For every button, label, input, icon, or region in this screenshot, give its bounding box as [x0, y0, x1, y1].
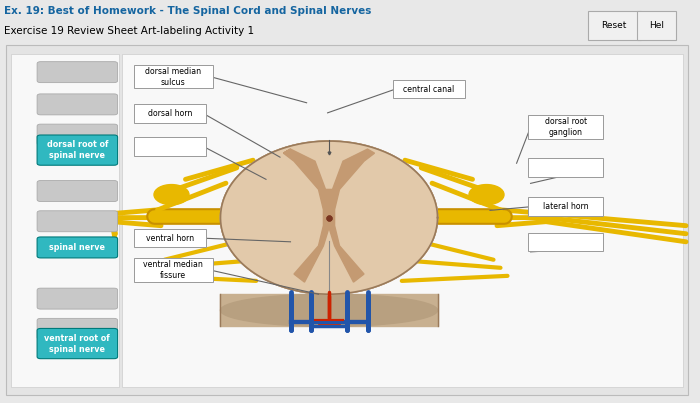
FancyBboxPatch shape — [37, 181, 118, 202]
FancyBboxPatch shape — [588, 11, 640, 40]
FancyBboxPatch shape — [134, 65, 213, 88]
Circle shape — [469, 185, 504, 205]
Text: central canal: central canal — [403, 85, 454, 93]
FancyBboxPatch shape — [6, 45, 688, 395]
FancyBboxPatch shape — [528, 158, 603, 177]
Polygon shape — [284, 149, 374, 282]
FancyBboxPatch shape — [37, 94, 118, 115]
Polygon shape — [220, 294, 438, 326]
Text: Reset: Reset — [601, 21, 627, 30]
Polygon shape — [220, 294, 438, 326]
Text: Exercise 19 Review Sheet Art-labeling Activity 1: Exercise 19 Review Sheet Art-labeling Ac… — [4, 26, 253, 36]
Text: spinal nerve: spinal nerve — [49, 243, 105, 252]
FancyBboxPatch shape — [134, 258, 213, 282]
Text: dorsal root
ganglion: dorsal root ganglion — [545, 117, 587, 137]
Circle shape — [154, 185, 189, 205]
FancyBboxPatch shape — [37, 237, 118, 258]
FancyBboxPatch shape — [528, 197, 603, 216]
FancyBboxPatch shape — [37, 211, 118, 232]
FancyBboxPatch shape — [37, 318, 118, 339]
FancyBboxPatch shape — [134, 229, 206, 247]
Text: dorsal median
sulcus: dorsal median sulcus — [145, 66, 202, 87]
FancyBboxPatch shape — [528, 233, 603, 251]
FancyBboxPatch shape — [393, 80, 465, 98]
Text: lateral horn: lateral horn — [542, 202, 589, 211]
Polygon shape — [220, 141, 438, 294]
Polygon shape — [273, 153, 385, 276]
Text: ventral horn: ventral horn — [146, 234, 194, 243]
Polygon shape — [220, 141, 438, 294]
Text: Ex. 19: Best of Homework - The Spinal Cord and Spinal Nerves: Ex. 19: Best of Homework - The Spinal Co… — [4, 6, 371, 16]
Text: dorsal root of
spinal nerve: dorsal root of spinal nerve — [47, 140, 108, 160]
Polygon shape — [284, 149, 374, 282]
FancyBboxPatch shape — [37, 135, 118, 165]
FancyBboxPatch shape — [528, 115, 603, 139]
FancyBboxPatch shape — [637, 11, 676, 40]
Text: dorsal horn: dorsal horn — [148, 109, 192, 118]
Text: Hel: Hel — [649, 21, 664, 30]
FancyBboxPatch shape — [10, 54, 119, 387]
FancyBboxPatch shape — [37, 124, 118, 145]
FancyBboxPatch shape — [134, 104, 206, 123]
FancyBboxPatch shape — [37, 328, 118, 359]
Text: ventral median
fissure: ventral median fissure — [144, 260, 203, 280]
FancyBboxPatch shape — [122, 54, 682, 387]
FancyBboxPatch shape — [37, 288, 118, 309]
Text: ventral root of
spinal nerve: ventral root of spinal nerve — [45, 334, 110, 353]
FancyBboxPatch shape — [134, 137, 206, 156]
FancyBboxPatch shape — [37, 62, 118, 83]
